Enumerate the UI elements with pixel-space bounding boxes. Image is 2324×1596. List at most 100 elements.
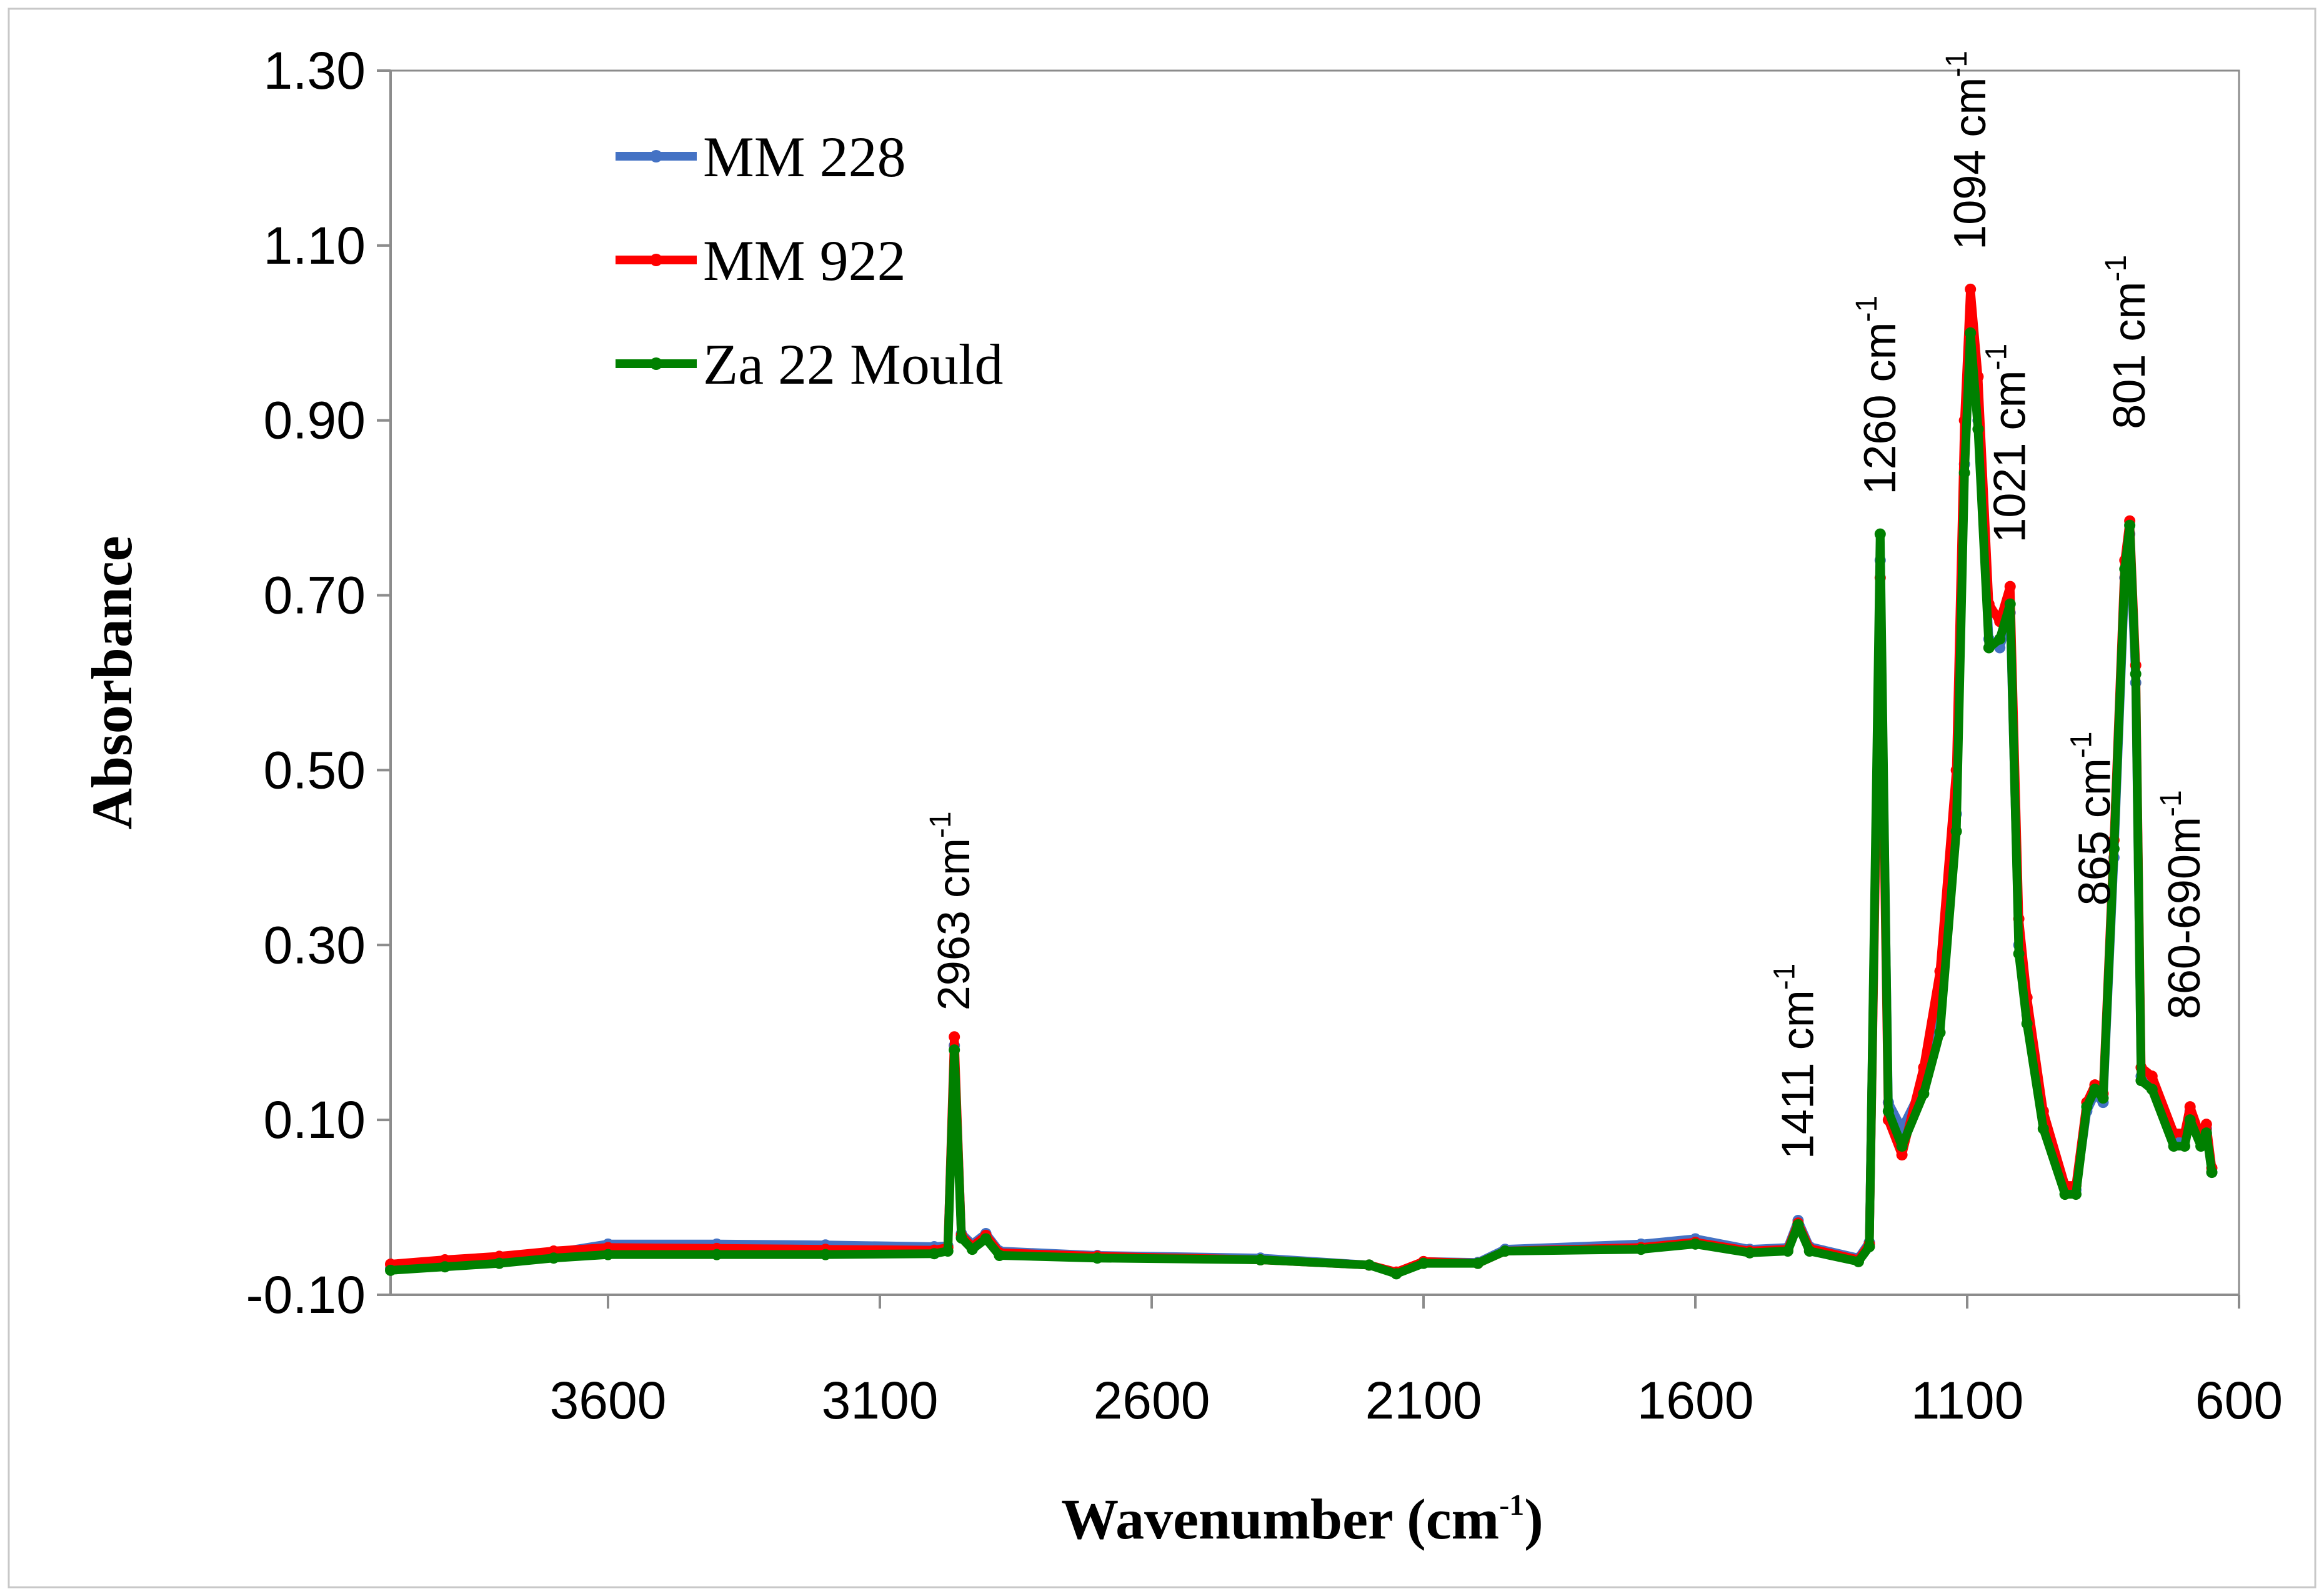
data-point: [2195, 1140, 2207, 1152]
legend-swatch-marker: [650, 254, 662, 266]
data-point: [1882, 1105, 1894, 1117]
peak-label-text: 1094 cm: [1945, 77, 1995, 250]
peak-label-text: 860-690m: [2160, 817, 2210, 1019]
data-point: [2021, 1018, 2033, 1030]
peak-label-superscript: -1: [1940, 51, 1973, 77]
peak-label-text: 1021 cm: [1985, 370, 2035, 542]
data-point: [929, 1248, 940, 1260]
data-point: [966, 1244, 978, 1255]
peak-label-text: 1260 cm: [1855, 322, 1905, 494]
peak-label: 1094 cm-1: [1940, 51, 1995, 250]
x-tick-label: 1100: [1911, 1371, 2024, 1430]
peak-label-superscript: -1: [1768, 964, 1801, 990]
data-point: [1874, 528, 1886, 540]
legend-label: MM 228: [703, 125, 906, 189]
data-point: [955, 1232, 967, 1244]
data-point: [1418, 1257, 1429, 1269]
y-tick-label: 0.70: [264, 566, 366, 625]
peak-label-superscript: -1: [1980, 344, 2013, 371]
peak-label-superscript: -1: [2155, 790, 2188, 817]
series-za-22-mould: [385, 327, 2218, 1280]
legend-swatch-marker: [650, 150, 662, 162]
peak-label-text: 2963 cm: [929, 838, 979, 1010]
data-point: [494, 1257, 505, 1269]
data-point: [980, 1233, 992, 1245]
data-point: [1364, 1259, 1375, 1271]
data-point: [2200, 1127, 2212, 1139]
peak-label: 865 cm-1: [2065, 732, 2120, 906]
data-point: [1782, 1245, 1793, 1257]
peak-label-text: 865 cm: [2070, 758, 2120, 905]
y-tick-label: -0.10: [246, 1265, 366, 1324]
data-point: [1803, 1245, 1815, 1257]
data-point: [2059, 1189, 2071, 1200]
outer-frame: [7, 7, 2317, 1589]
x-tick-label: 3600: [550, 1371, 667, 1430]
axes: -0.10 0.10 0.30 0.50 0.70 0.90 1.10 1.30 3600 310…: [246, 41, 2283, 1430]
peak-label: 860-690m-1: [2155, 790, 2210, 1019]
x-axis-title-text: Wavenumber (cm: [1061, 1487, 1499, 1551]
legend-swatch-marker: [650, 357, 662, 370]
data-point: [1792, 1219, 1804, 1231]
data-point: [1994, 633, 2006, 645]
data-point: [2004, 581, 2016, 592]
data-point: [1863, 1241, 1875, 1253]
data-point: [994, 1250, 1005, 1262]
data-point: [2184, 1101, 2196, 1113]
x-axis-title-close: ): [1524, 1487, 1544, 1551]
data-point: [439, 1261, 451, 1273]
data-point: [2179, 1140, 2190, 1152]
data-point: [2097, 1092, 2109, 1104]
y-axis-title: Absorbance: [80, 536, 144, 829]
data-point: [949, 1044, 960, 1056]
peak-label: 801 cm-1: [2100, 255, 2155, 429]
data-point: [2124, 519, 2136, 531]
data-point: [1934, 1027, 1946, 1039]
peak-label: 1411 cm-1: [1768, 964, 1823, 1160]
data-point: [1853, 1255, 1864, 1267]
x-axis-title-sup: -1: [1499, 1489, 1524, 1522]
data-point: [1965, 327, 1977, 339]
data-point: [1896, 1140, 1908, 1152]
data-point: [2119, 563, 2131, 575]
axis-titles: Wavenumber (cm-1)Absorbance: [80, 536, 1544, 1551]
legend-label: Za 22 Mould: [703, 332, 1003, 396]
peak-label: 1260 cm-1: [1850, 296, 1905, 495]
data-point: [1472, 1257, 1484, 1269]
data-point: [2168, 1140, 2180, 1152]
data-point: [820, 1249, 831, 1260]
peak-label-superscript: -1: [924, 811, 957, 838]
peak-label-superscript: -1: [1850, 296, 1883, 322]
data-point: [1690, 1238, 1701, 1250]
data-point: [1983, 642, 1995, 654]
data-point: [2130, 668, 2142, 680]
data-point: [385, 1264, 396, 1276]
data-point: [1744, 1247, 1755, 1259]
data-point: [2013, 948, 2025, 960]
data-point: [1972, 423, 1984, 435]
data-point: [2070, 1189, 2082, 1200]
data-point: [1092, 1252, 1103, 1264]
data-point: [1958, 467, 1970, 479]
legend-entry: MM 228: [616, 125, 906, 189]
data-point: [602, 1249, 614, 1260]
y-tick-label: 0.30: [264, 915, 366, 974]
peak-label-superscript: -1: [2100, 255, 2133, 282]
data-point: [1918, 1088, 1930, 1100]
legend-label: MM 922: [703, 229, 906, 292]
x-axis-title: Wavenumber (cm-1): [1061, 1487, 1544, 1551]
x-tick-label: 600: [2195, 1371, 2283, 1430]
y-tick-label: 1.30: [264, 41, 366, 100]
peak-label-text: 801 cm: [2105, 282, 2155, 429]
data-point: [1255, 1254, 1266, 1266]
data-point: [2108, 843, 2120, 855]
peak-label-superscript: -1: [2065, 732, 2098, 759]
data-point: [2146, 1070, 2158, 1082]
y-tick-label: 0.10: [264, 1090, 366, 1149]
data-point: [1635, 1244, 1647, 1255]
x-tick-label: 2600: [1094, 1371, 1210, 1430]
legend-entry: MM 922: [616, 229, 906, 292]
y-tick-label: 1.10: [264, 216, 366, 275]
data-point: [2135, 1075, 2147, 1087]
